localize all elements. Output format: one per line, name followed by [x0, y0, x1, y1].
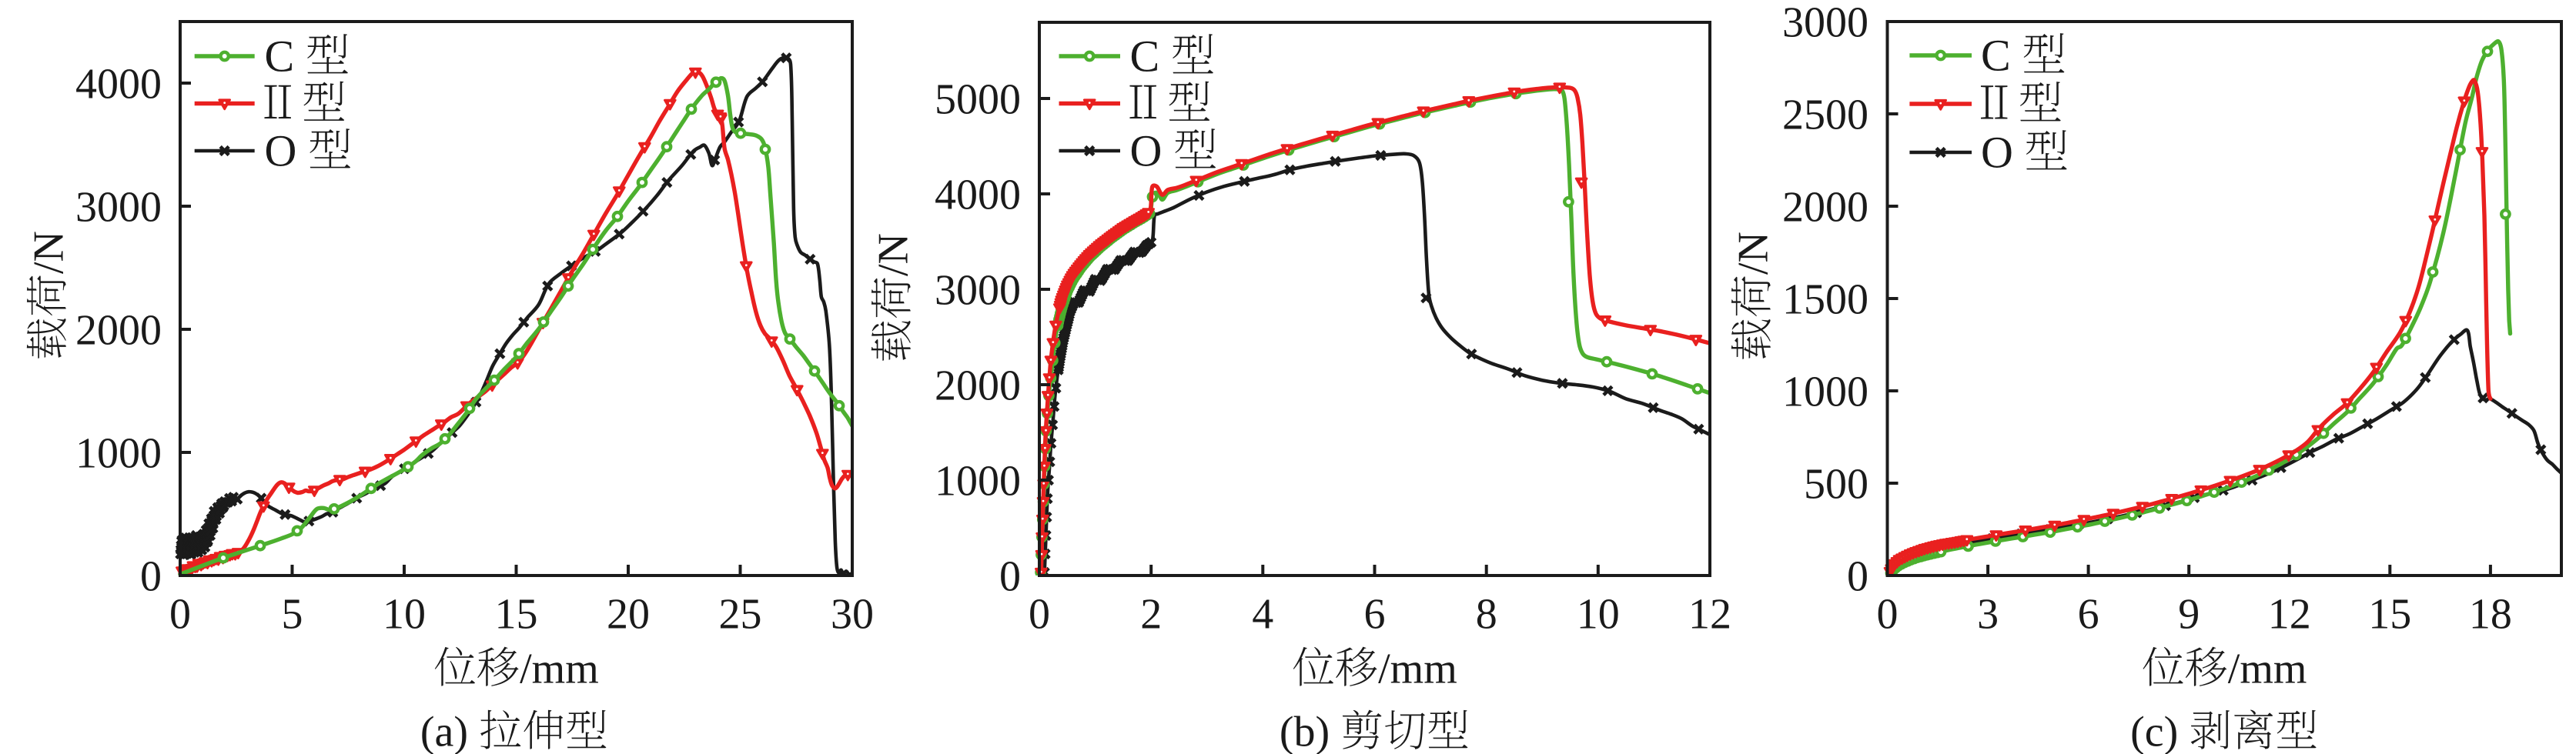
- svg-text:15: 15: [2368, 591, 2411, 639]
- svg-text:/N: /N: [1730, 232, 1778, 275]
- svg-text:5000: 5000: [935, 76, 1021, 124]
- svg-text:(b): (b): [1280, 709, 1330, 754]
- svg-text:12: 12: [1688, 591, 1731, 639]
- svg-text:4000: 4000: [75, 61, 162, 108]
- svg-text:0: 0: [1847, 553, 1868, 601]
- svg-text:15: 15: [495, 591, 538, 639]
- svg-text:5: 5: [282, 591, 303, 639]
- svg-text:3000: 3000: [75, 184, 162, 232]
- svg-text:10: 10: [383, 591, 426, 639]
- svg-text:C: C: [265, 32, 295, 82]
- svg-text:12: 12: [2268, 591, 2311, 639]
- svg-text:30: 30: [831, 591, 874, 639]
- svg-text:1000: 1000: [75, 430, 162, 478]
- svg-text:8: 8: [1476, 591, 1497, 639]
- svg-text:3000: 3000: [1782, 0, 1868, 47]
- svg-text:9: 9: [2178, 591, 2200, 639]
- svg-text:O: O: [265, 126, 297, 176]
- svg-text:6: 6: [1364, 591, 1386, 639]
- svg-text:6: 6: [2078, 591, 2099, 639]
- svg-text:(a): (a): [420, 709, 468, 754]
- svg-text:/N: /N: [25, 231, 73, 274]
- svg-text:0: 0: [999, 553, 1021, 601]
- svg-text:1000: 1000: [1782, 369, 1868, 416]
- svg-text:18: 18: [2469, 591, 2512, 639]
- svg-text:0: 0: [1877, 591, 1899, 639]
- svg-text:2000: 2000: [935, 362, 1021, 410]
- svg-text:2000: 2000: [75, 307, 162, 355]
- svg-text:1500: 1500: [1782, 276, 1868, 324]
- svg-text:4000: 4000: [935, 172, 1021, 219]
- svg-text:/mm: /mm: [1378, 646, 1457, 693]
- svg-text:500: 500: [1804, 461, 1868, 509]
- svg-text:0: 0: [1029, 591, 1050, 639]
- svg-text:0: 0: [169, 591, 191, 639]
- svg-text:/N: /N: [870, 233, 918, 276]
- svg-text:4: 4: [1252, 591, 1273, 639]
- svg-text:3000: 3000: [935, 267, 1021, 315]
- svg-text:3: 3: [1977, 591, 1999, 639]
- svg-text:2500: 2500: [1782, 92, 1868, 139]
- svg-text:/mm: /mm: [2228, 646, 2307, 693]
- svg-text:(c): (c): [2130, 709, 2178, 754]
- svg-text:O: O: [1130, 126, 1163, 176]
- svg-text:2: 2: [1140, 591, 1162, 639]
- svg-text:1000: 1000: [935, 458, 1021, 505]
- svg-text:10: 10: [1577, 591, 1620, 639]
- svg-text:C: C: [1981, 31, 2011, 81]
- svg-text:0: 0: [140, 553, 162, 601]
- svg-text:25: 25: [719, 591, 762, 639]
- svg-text:2000: 2000: [1782, 184, 1868, 232]
- svg-text:/mm: /mm: [520, 646, 599, 693]
- svg-text:O: O: [1981, 128, 2013, 178]
- svg-text:20: 20: [607, 591, 650, 639]
- svg-text:C: C: [1130, 32, 1160, 82]
